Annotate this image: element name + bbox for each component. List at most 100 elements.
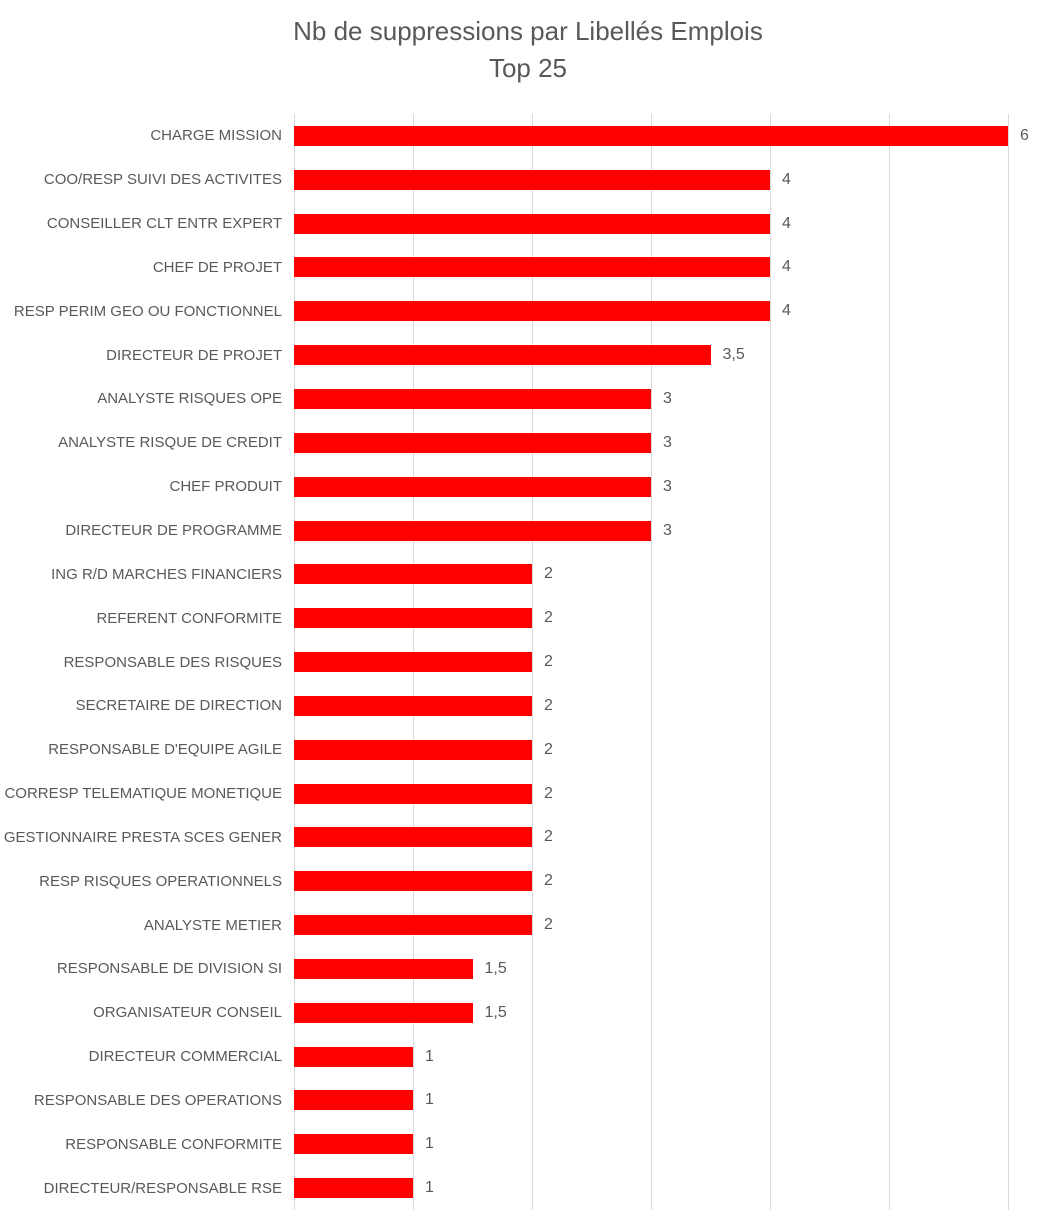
category-label: CHEF PRODUIT xyxy=(169,478,283,496)
bar-row: DIRECTEUR DE PROGRAMME 3 xyxy=(0,509,1056,553)
category-label: RESPONSABLE DES RISQUES xyxy=(63,653,282,671)
value-label: 3 xyxy=(663,433,672,451)
bar xyxy=(294,652,532,673)
gridline xyxy=(770,114,771,1210)
chart-title: Nb de suppressions par Libellés Emplois xyxy=(293,16,763,46)
category-label: RESPONSABLE DES OPERATIONS xyxy=(33,1091,282,1109)
gridline xyxy=(1008,114,1009,1210)
category-label: CONSEILLER CLT ENTR EXPERT xyxy=(46,215,282,233)
category-label: RESPONSABLE CONFORMITE xyxy=(65,1135,282,1153)
category-label: ING R/D MARCHES FINANCIERS xyxy=(51,565,282,583)
gridline xyxy=(532,114,533,1210)
value-label: 1 xyxy=(425,1091,434,1109)
category-label: DIRECTEUR DE PROGRAMME xyxy=(65,522,282,540)
value-label: 1 xyxy=(425,1047,434,1065)
category-label: COO/RESP SUIVI DES ACTIVITES xyxy=(43,171,282,189)
bar xyxy=(294,1002,473,1023)
bar-row: COO/RESP SUIVI DES ACTIVITES 4 xyxy=(0,158,1056,202)
value-label: 1,5 xyxy=(484,1003,507,1021)
bar-row: DIRECTEUR COMMERCIAL 1 xyxy=(0,1035,1056,1079)
bar xyxy=(294,345,711,366)
bar xyxy=(294,695,532,716)
value-label: 4 xyxy=(782,302,791,320)
chart-title-block: Nb de suppressions par Libellés Emplois … xyxy=(0,13,1056,87)
value-label: 2 xyxy=(544,740,553,758)
value-label: 2 xyxy=(544,916,553,934)
category-label: ANALYSTE RISQUE DE CREDIT xyxy=(58,434,282,452)
bar xyxy=(294,388,651,409)
bar-row: ANALYSTE METIER 2 xyxy=(0,903,1056,947)
category-label: GESTIONNAIRE PRESTA SCES GENER xyxy=(3,828,282,846)
bar xyxy=(294,564,532,585)
value-label: 2 xyxy=(544,872,553,890)
category-label: ANALYSTE METIER xyxy=(143,916,282,934)
value-label: 3 xyxy=(663,521,672,539)
bar xyxy=(294,958,473,979)
bar-row: RESPONSABLE CONFORMITE 1 xyxy=(0,1122,1056,1166)
category-label: RESPONSABLE DE DIVISION SI xyxy=(56,960,282,978)
value-label: 4 xyxy=(782,258,791,276)
bar-row: RESPONSABLE DES OPERATIONS 1 xyxy=(0,1079,1056,1123)
bar xyxy=(294,608,532,629)
bar-row: DIRECTEUR/RESPONSABLE RSE 1 xyxy=(0,1166,1056,1210)
bar xyxy=(294,871,532,892)
bar xyxy=(294,1134,413,1155)
bar xyxy=(294,476,651,497)
bar-row: CHEF PRODUIT 3 xyxy=(0,465,1056,509)
value-label: 2 xyxy=(544,696,553,714)
bar-row: ANALYSTE RISQUES OPE 3 xyxy=(0,377,1056,421)
bar xyxy=(294,213,770,234)
category-label: DIRECTEUR/RESPONSABLE RSE xyxy=(43,1179,282,1197)
category-label: RESP PERIM GEO OU FONCTIONNEL xyxy=(13,302,282,320)
category-label: RESPONSABLE D'EQUIPE AGILE xyxy=(48,741,282,759)
category-label: DIRECTEUR DE PROJET xyxy=(106,346,282,364)
bar-rows: CHARGE MISSION 6 COO/RESP SUIVI DES ACTI… xyxy=(0,114,1056,1210)
category-label: DIRECTEUR COMMERCIAL xyxy=(88,1048,282,1066)
bar-row: RESPONSABLE D'EQUIPE AGILE 2 xyxy=(0,728,1056,772)
bar xyxy=(294,827,532,848)
category-label: REFERENT CONFORMITE xyxy=(96,609,282,627)
bar-row: DIRECTEUR DE PROJET 3,5 xyxy=(0,333,1056,377)
bar-row: ANALYSTE RISQUE DE CREDIT 3 xyxy=(0,421,1056,465)
category-label: ANALYSTE RISQUES OPE xyxy=(97,390,282,408)
value-label: 1 xyxy=(425,1135,434,1153)
bar-row: CHARGE MISSION 6 xyxy=(0,114,1056,158)
bar xyxy=(294,1178,413,1199)
category-label: RESP RISQUES OPERATIONNELS xyxy=(39,872,282,890)
value-label: 1 xyxy=(425,1179,434,1197)
value-label: 3 xyxy=(663,477,672,495)
category-label: CHEF DE PROJET xyxy=(152,258,282,276)
value-label: 2 xyxy=(544,828,553,846)
value-label: 6 xyxy=(1020,126,1029,144)
bar xyxy=(294,301,770,322)
gridline xyxy=(889,114,890,1210)
bar-row: REFERENT CONFORMITE 2 xyxy=(0,596,1056,640)
bar-row: ING R/D MARCHES FINANCIERS 2 xyxy=(0,552,1056,596)
bar-row: GESTIONNAIRE PRESTA SCES GENER 2 xyxy=(0,816,1056,860)
bar-row: CORRESP TELEMATIQUE MONETIQUE 2 xyxy=(0,772,1056,816)
category-label: SECRETAIRE DE DIRECTION xyxy=(75,697,282,715)
category-label: CHARGE MISSION xyxy=(150,127,282,145)
bar-row: RESP PERIM GEO OU FONCTIONNEL 4 xyxy=(0,289,1056,333)
value-label: 2 xyxy=(544,609,553,627)
bar xyxy=(294,1046,413,1067)
bar-row: SECRETAIRE DE DIRECTION 2 xyxy=(0,684,1056,728)
bar xyxy=(294,739,532,760)
value-label: 2 xyxy=(544,653,553,671)
value-label: 1,5 xyxy=(484,959,507,977)
value-label: 3 xyxy=(663,389,672,407)
bar xyxy=(294,915,532,936)
bar-row: RESP RISQUES OPERATIONNELS 2 xyxy=(0,859,1056,903)
value-label: 4 xyxy=(782,170,791,188)
gridline xyxy=(651,114,652,1210)
bar xyxy=(294,257,770,278)
bar xyxy=(294,169,770,190)
bar xyxy=(294,1090,413,1111)
value-label: 4 xyxy=(782,214,791,232)
bar xyxy=(294,783,532,804)
bar-row: CHEF DE PROJET 4 xyxy=(0,246,1056,290)
value-label: 3,5 xyxy=(722,346,745,364)
category-label: ORGANISATEUR CONSEIL xyxy=(93,1004,282,1022)
bar xyxy=(294,125,1008,146)
